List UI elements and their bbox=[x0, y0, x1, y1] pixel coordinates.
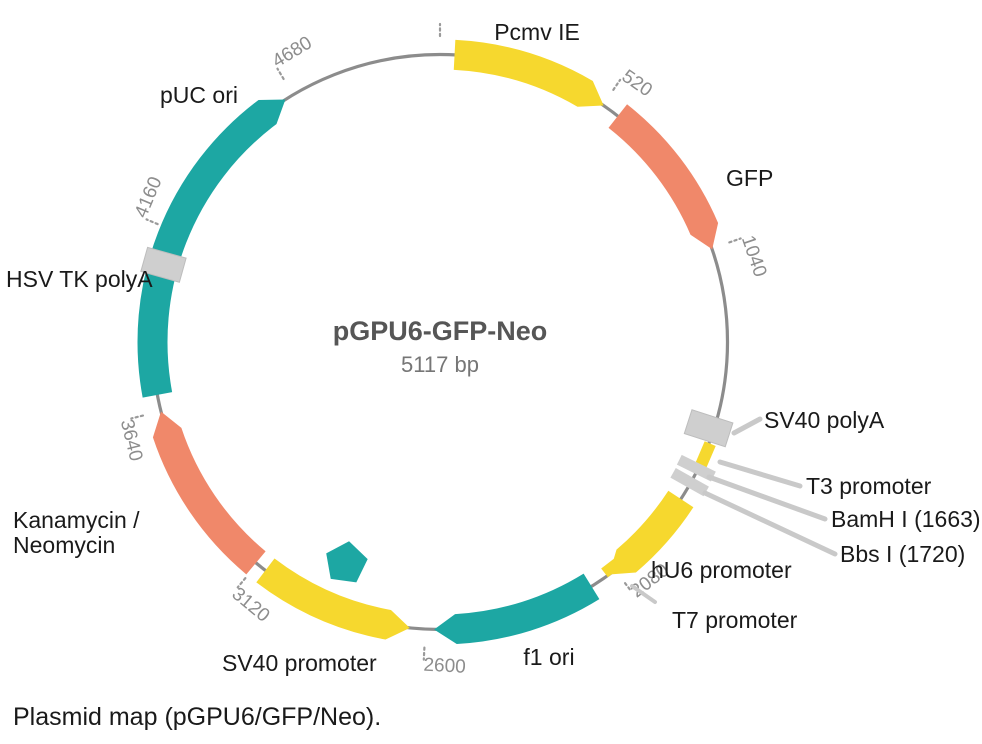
svg-text:Pcmv IE: Pcmv IE bbox=[494, 19, 580, 45]
svg-text:Bbs I (1720): Bbs I (1720) bbox=[840, 541, 965, 567]
svg-text:5117 bp: 5117 bp bbox=[401, 352, 479, 377]
svg-text:pUC ori: pUC ori bbox=[160, 82, 238, 108]
svg-text:4160: 4160 bbox=[131, 174, 167, 221]
svg-text:1040: 1040 bbox=[737, 233, 771, 280]
svg-text:pGPU6-GFP-Neo: pGPU6-GFP-Neo bbox=[333, 316, 548, 346]
svg-text:2600: 2600 bbox=[423, 655, 466, 678]
svg-text:HSV TK polyA: HSV TK polyA bbox=[6, 266, 153, 292]
svg-text:f1 ori: f1 ori bbox=[523, 644, 574, 670]
svg-text:520: 520 bbox=[618, 66, 656, 101]
svg-text:SV40 polyA: SV40 polyA bbox=[764, 407, 885, 433]
svg-text:3640: 3640 bbox=[116, 417, 147, 463]
svg-text:3120: 3120 bbox=[228, 584, 274, 627]
svg-text:T7 promoter: T7 promoter bbox=[672, 607, 798, 633]
svg-text:Kanamycin /: Kanamycin / bbox=[13, 507, 140, 533]
svg-text:4680: 4680 bbox=[269, 32, 316, 72]
svg-text:hU6 promoter: hU6 promoter bbox=[651, 557, 792, 583]
svg-text:BamH I (1663): BamH I (1663) bbox=[831, 506, 981, 532]
svg-text:T3 promoter: T3 promoter bbox=[806, 473, 932, 499]
svg-text:SV40 promoter: SV40 promoter bbox=[222, 650, 377, 676]
svg-text:GFP: GFP bbox=[726, 165, 773, 191]
svg-text:Neomycin: Neomycin bbox=[13, 532, 115, 558]
